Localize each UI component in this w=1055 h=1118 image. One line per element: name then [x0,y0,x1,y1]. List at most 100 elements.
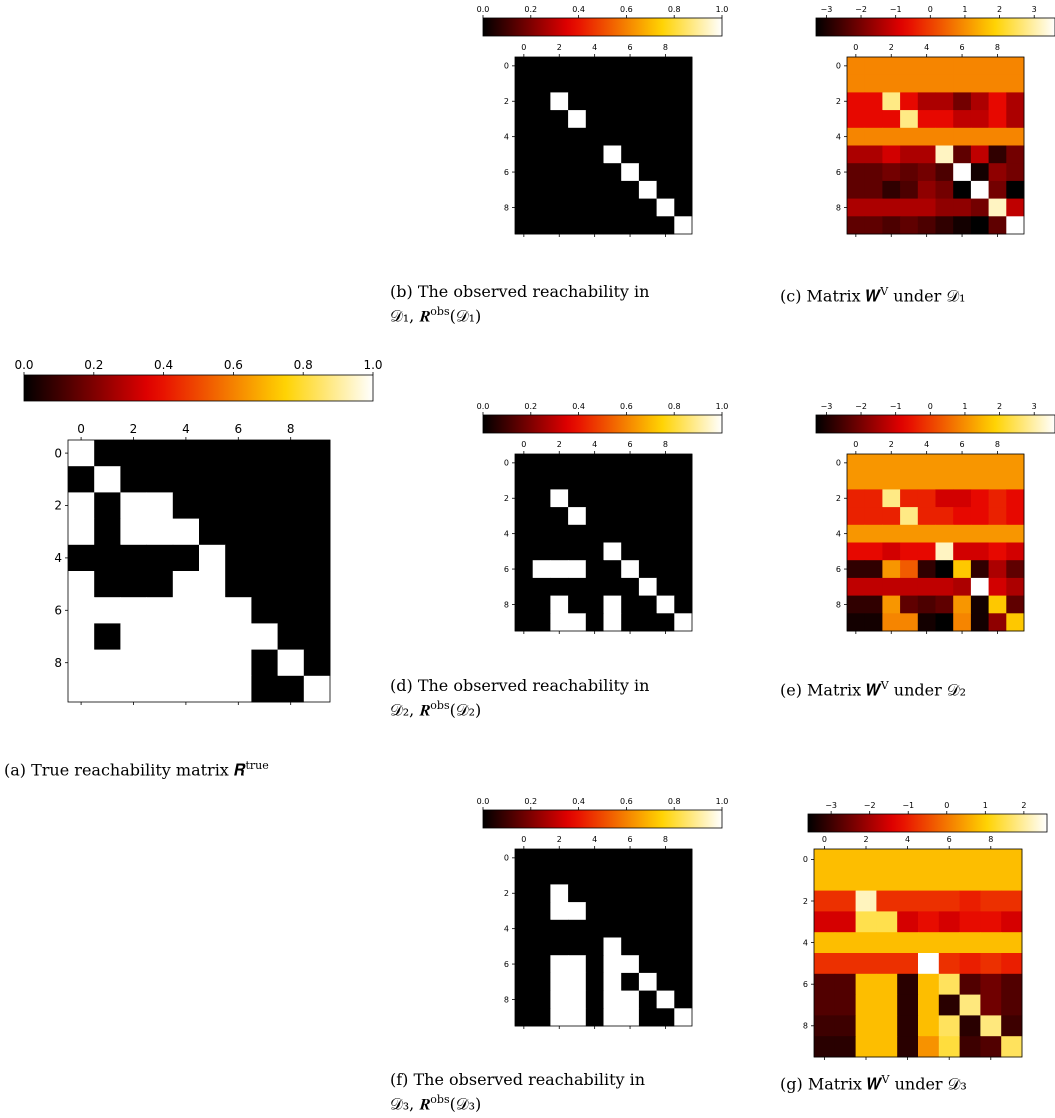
cell-b [550,198,569,217]
y-tick-label-f: 4 [504,924,509,933]
cell-f [674,972,693,991]
caption-e-tail: under 𝒟₂ [888,680,967,700]
cell-c [953,198,972,217]
cell-b [550,163,569,182]
cell-f [674,849,693,868]
cell-f [532,972,551,991]
cell-b [550,216,569,235]
cell-a [251,597,278,624]
y-tick-label-d: 6 [504,565,509,574]
caption-b-line2-text: 𝒟₁, 𝑹 [390,306,431,326]
cell-c [935,180,954,199]
cell-b [550,127,569,146]
cell-b [638,127,657,146]
colorbar-label-d: 0.0 [477,402,490,411]
cell-e [935,507,954,526]
cell-a [277,571,305,598]
cell-b [621,145,640,164]
cell-a [303,597,331,624]
cell-e [935,471,954,490]
y-tick-label-c: 0 [836,62,841,71]
colorbar-label-c: −2 [855,5,867,14]
cell-d [603,560,622,579]
cell-f [532,937,551,956]
cell-c [882,145,901,164]
x-tick-label-f: 6 [628,835,633,844]
cell-e [953,489,972,508]
cell-e [970,613,989,632]
cell-f [603,955,622,974]
cell-a [277,518,305,546]
cell-b [585,163,604,182]
cell-c [1006,198,1025,217]
x-tick-label-a: 8 [287,422,295,436]
cell-b [603,216,622,235]
cell-d [532,471,551,490]
cell-e [917,542,936,561]
cell-b [674,163,693,182]
cell-f [585,866,604,885]
cell-a [303,518,331,546]
x-tick-label-e: 6 [960,440,965,449]
cell-c [847,198,866,217]
cell-c [953,180,972,199]
colorbar-label-b: 0.2 [524,5,537,14]
cell-c [917,145,936,164]
cell-e [917,595,936,614]
cell-b [656,127,675,146]
cell-b [532,92,551,111]
y-tick-label-d: 8 [504,600,509,609]
cell-e [864,542,883,561]
cell-b [532,145,551,164]
cell-c [900,57,919,76]
cell-e [917,489,936,508]
cell-f [515,884,534,903]
cell-f [656,972,675,991]
cell-d [550,524,569,543]
cell-b [585,57,604,76]
cell-c [847,145,866,164]
cell-e [988,577,1007,596]
cell-a [68,518,95,546]
cell-b [674,74,693,93]
cell-g [938,869,960,891]
y-tick-label-e: 6 [836,565,841,574]
cell-e [900,595,919,614]
cell-g [855,973,877,995]
cell-c [917,180,936,199]
cell-f [515,937,534,956]
y-tick-label-g: 4 [803,938,808,947]
cell-d [638,454,657,473]
cell-f [532,919,551,938]
cell-f [638,849,657,868]
cell-e [847,577,866,596]
cell-d [532,507,551,526]
cell-g [959,994,981,1016]
cell-g [897,890,919,912]
cell-e [882,507,901,526]
cell-e [970,454,989,473]
cell-f [515,955,534,974]
cell-b [532,110,551,129]
cell-c [953,57,972,76]
cell-c [1006,145,1025,164]
cell-e [882,542,901,561]
colorbar-c [815,17,1055,37]
cell-e [935,524,954,543]
cell-a [146,623,174,650]
cell-c [970,180,989,199]
cell-d [621,595,640,614]
cell-g [897,869,919,891]
y-tick-label-g: 0 [803,855,808,864]
cell-g [897,1015,919,1037]
cell-c [900,145,919,164]
cell-c [953,127,972,146]
cell-e [988,471,1007,490]
cell-e [900,454,919,473]
cell-a [94,440,121,467]
cell-d [585,454,604,473]
cell-c [953,92,972,111]
cell-e [917,560,936,579]
cell-f [568,902,587,921]
cell-e [847,524,866,543]
